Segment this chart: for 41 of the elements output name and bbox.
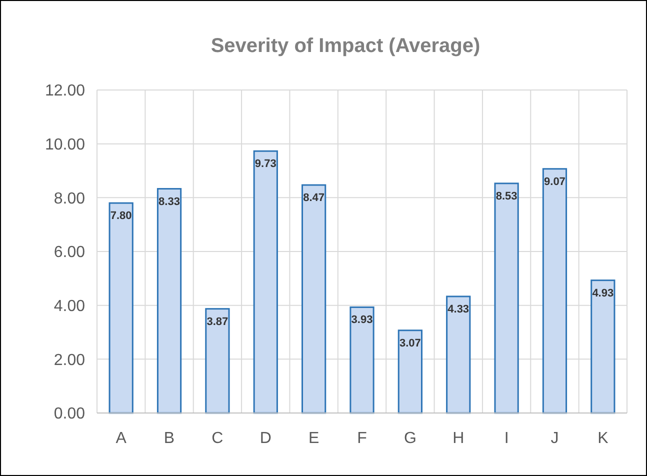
data-label: 3.93 <box>351 314 373 326</box>
bar <box>542 168 568 414</box>
bar <box>398 330 422 414</box>
bar <box>253 150 278 414</box>
x-tick-label: G <box>404 430 416 447</box>
data-label: 9.73 <box>254 158 276 170</box>
y-tick-label: 8.00 <box>54 190 86 208</box>
y-tick-label: 10.00 <box>44 136 86 154</box>
y-tick-label: 2.00 <box>54 352 86 369</box>
data-label: 4.33 <box>448 303 470 316</box>
x-tick-label: A <box>116 430 127 447</box>
x-tick-label: F <box>357 430 368 447</box>
data-label: 8.33 <box>158 196 180 208</box>
bar <box>156 188 182 414</box>
x-tick-label: D <box>260 430 272 447</box>
bar <box>108 202 134 414</box>
y-tick-label: 0.00 <box>54 406 86 423</box>
x-tick-label: K <box>598 430 609 447</box>
x-tick-label: H <box>452 430 464 447</box>
bar <box>350 306 374 414</box>
chart-title: Severity of Impact (Average) <box>210 35 480 57</box>
x-tick-label: C <box>212 430 224 447</box>
bar <box>494 182 519 414</box>
data-label: 3.87 <box>206 316 228 328</box>
data-label: 4.93 <box>592 287 614 300</box>
data-label: 9.07 <box>544 176 566 188</box>
x-tick-label: I <box>504 430 509 447</box>
x-tick-label: J <box>550 430 559 447</box>
data-label: 7.80 <box>110 210 132 222</box>
x-tick-label: E <box>308 430 320 447</box>
bar <box>590 280 616 414</box>
x-tick-label: B <box>164 430 175 447</box>
data-label: 8.47 <box>303 192 325 204</box>
bar <box>205 308 230 414</box>
y-tick-label: 4.00 <box>54 298 86 315</box>
data-label: 8.53 <box>496 190 518 202</box>
bar <box>446 296 471 414</box>
bar <box>302 184 326 414</box>
y-tick-label: 6.00 <box>54 244 86 262</box>
y-tick-label: 12.00 <box>44 82 86 100</box>
data-label: 3.07 <box>399 337 421 350</box>
